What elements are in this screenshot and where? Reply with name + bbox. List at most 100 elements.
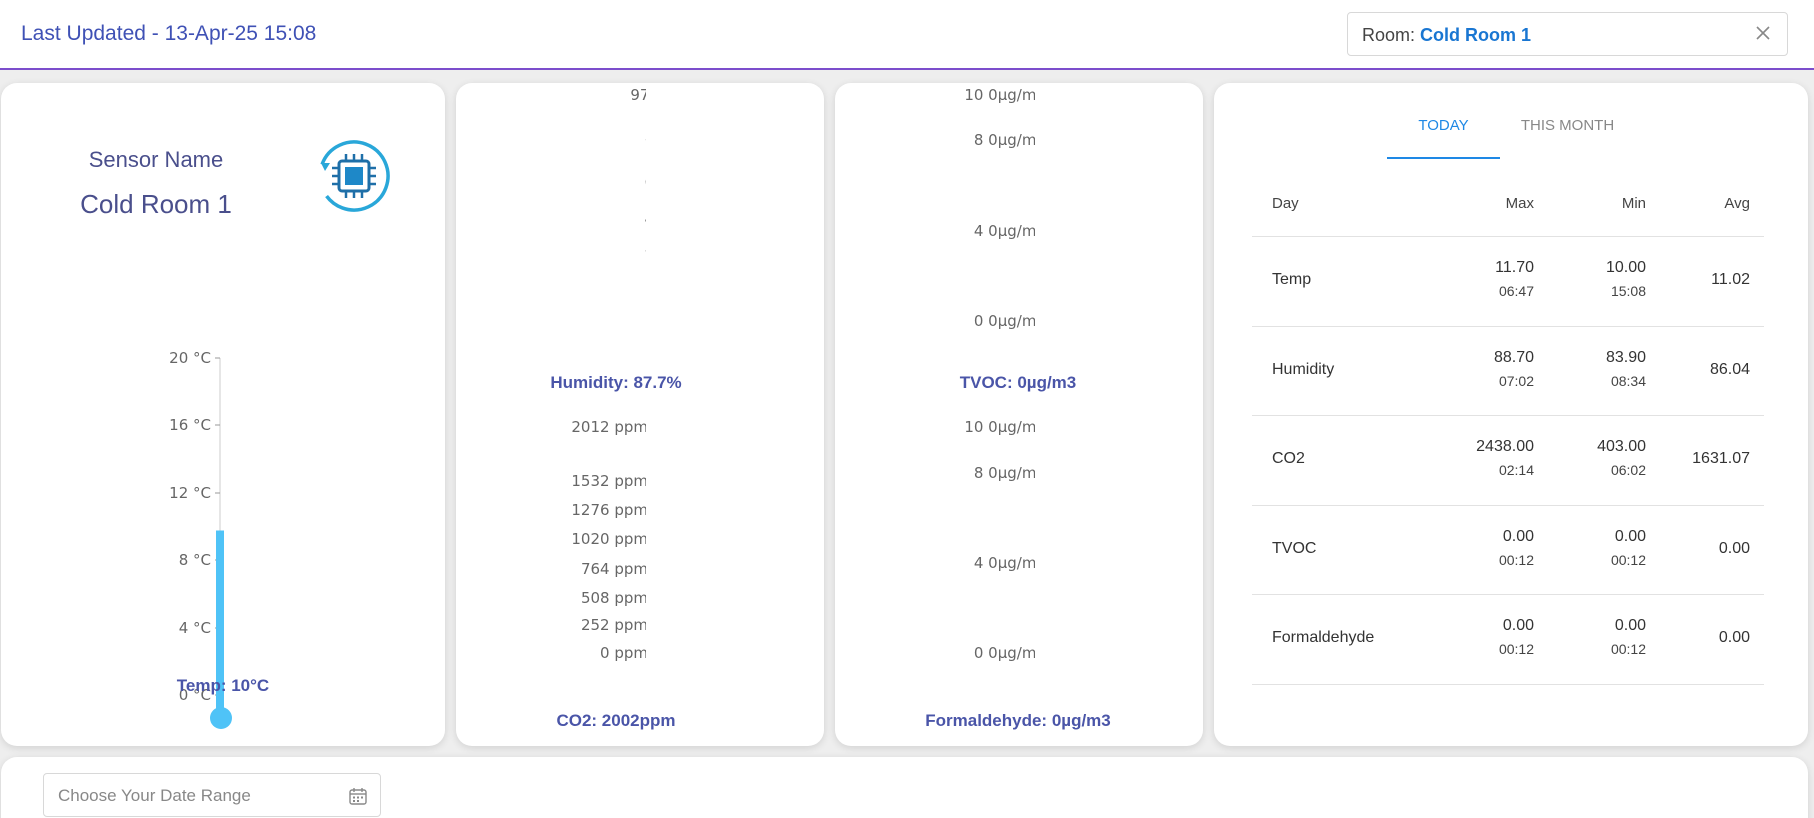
row-day: Humidity <box>1272 360 1335 378</box>
humidity-gauge: 97.7%76%60%44%32%16%0% <box>630 86 646 293</box>
tick-label: 1532 ppm <box>571 472 646 490</box>
header-day: Day <box>1272 195 1299 212</box>
tick-label: 76% <box>645 136 646 154</box>
row-day: TVOC <box>1272 539 1317 557</box>
humidity-co2-card: 97.7%76%60%44%32%16%0% Humidity: 87.7% 2… <box>456 83 824 746</box>
tick-label: 252 ppm <box>581 616 646 634</box>
row-avg: 86.04 <box>1709 360 1750 378</box>
tick-label: 4 °C <box>179 619 211 637</box>
sensor-card: Sensor Name Cold Room 1 20 °C 16 °C 12 °C 8… <box>1 83 445 746</box>
stats-card: TODAY THIS MONTH Day Max Min Avg Temp 11.… <box>1214 83 1808 746</box>
temp-gauge-fill <box>216 530 224 718</box>
tick-label: 0 °C <box>179 686 211 704</box>
row-max-time: 00:12 <box>1498 641 1534 657</box>
row-min: 403.00 <box>1597 438 1646 455</box>
tick-label: 8 °C <box>179 551 211 569</box>
tick-label: 16 °C <box>169 416 211 434</box>
row-max: 0.00 <box>1502 527 1534 545</box>
tick-label: 4 0µg/m3 <box>974 222 1035 240</box>
stats-table: Day Max Min Avg Temp 11.70 06:47 10.00 15:08… <box>1252 175 1764 685</box>
tick-label: 10 0µg/m3 <box>964 86 1035 104</box>
room-select[interactable]: Room: Cold Room 1 <box>1347 12 1788 56</box>
temp-gauge: 20 °C 16 °C 12 °C 8 °C 4 °C 0 °C <box>169 349 232 729</box>
room-label: Room <box>1362 25 1411 45</box>
header-max: Max <box>1505 195 1534 212</box>
row-max: 11.70 <box>1495 259 1534 276</box>
tick-label: 32% <box>645 238 646 256</box>
tick-label: 16% <box>645 275 646 293</box>
tab-this-month[interactable]: THIS MONTH <box>1520 117 1615 134</box>
row-min-time: 00:12 <box>1610 641 1646 657</box>
row-avg: 0.00 <box>1718 629 1750 646</box>
tick-label: 10 0µg/m3 <box>964 418 1035 436</box>
table-row: Formaldehyde 0.00 00:12 0.00 00:12 0.00 <box>1252 595 1764 685</box>
row-min-time: 15:08 <box>1610 283 1646 299</box>
row-min-time: 08:34 <box>1610 372 1646 389</box>
co2-caption: CO2: 2002ppm <box>556 711 676 730</box>
row-min: 83.90 <box>1605 348 1646 366</box>
close-icon[interactable] <box>1751 21 1775 45</box>
table-header: Day Max Min Avg <box>1252 175 1764 237</box>
header-avg: Avg <box>1724 195 1750 212</box>
row-day: Temp <box>1272 271 1312 288</box>
row-min: 0.00 <box>1614 527 1646 545</box>
tick-label: 44% <box>645 210 646 228</box>
calendar-icon[interactable] <box>348 786 368 806</box>
temp-caption: Temp: 10°C <box>176 676 270 695</box>
top-bar: Last Updated - 13-Apr-25 15:08 Room: Col… <box>0 0 1814 70</box>
humidity-caption: Humidity: 87.7% <box>550 373 682 392</box>
tick-label: 4 0µg/m3 <box>974 554 1035 572</box>
row-min: 0.00 <box>1614 617 1646 634</box>
row-max-time: 07:02 <box>1498 372 1534 389</box>
sensor-name-label: Sensor Name <box>88 147 224 172</box>
date-range-input[interactable] <box>58 784 338 808</box>
row-avg: 0.00 <box>1718 539 1750 557</box>
tick-label: 0 0µg/m3 <box>974 312 1035 330</box>
last-updated-text: Last Updated - 13-Apr-25 15:08 <box>21 22 317 45</box>
tick-label: 12 °C <box>169 484 211 502</box>
table-row: Humidity 88.70 07:02 83.90 08:34 86.04 <box>1252 327 1764 416</box>
tick-label: 764 ppm <box>581 560 646 578</box>
row-avg: 1631.07 <box>1692 450 1750 467</box>
tvoc-caption: TVOC: 0µg/m3 <box>959 373 1077 392</box>
table-row: Temp 11.70 06:47 10.00 15:08 11.02 <box>1252 237 1764 327</box>
row-min-time: 00:12 <box>1610 551 1646 568</box>
table-row: CO2 2438.00 02:14 403.00 06:02 1631.07 <box>1252 416 1764 506</box>
row-avg: 11.02 <box>1711 271 1750 288</box>
row-max: 2438.00 <box>1476 438 1534 455</box>
tick-label: 0 0µg/m3 <box>974 644 1035 662</box>
row-min-time: 06:02 <box>1610 462 1646 478</box>
tick-label: 1276 ppm <box>571 501 646 519</box>
row-max-time: 06:47 <box>1498 283 1534 299</box>
room-value: Cold Room 1 <box>1420 25 1532 45</box>
row-day: Formaldehyde <box>1272 629 1375 646</box>
date-range-picker[interactable] <box>43 773 381 817</box>
row-max: 88.70 <box>1493 348 1534 366</box>
chip-sync-icon <box>318 140 390 212</box>
header-min: Min <box>1621 195 1646 212</box>
row-max: 0.00 <box>1502 617 1534 634</box>
tick-label: 8 0µg/m3 <box>974 131 1035 149</box>
tick-label: 1020 ppm <box>571 530 646 548</box>
date-range-card <box>1 757 1808 818</box>
tvoc-formaldehyde-card: 10 0µg/m3 8 0µg/m3 4 0µg/m3 0 0µg/m3 TVOC: … <box>835 83 1203 746</box>
row-max-time: 00:12 <box>1498 551 1534 568</box>
table-row: TVOC 0.00 00:12 0.00 00:12 0.00 <box>1252 506 1764 595</box>
temp-gauge-bulb <box>210 707 232 729</box>
tvoc-gauge: 10 0µg/m3 8 0µg/m3 4 0µg/m3 0 0µg/m3 <box>964 86 1035 330</box>
tick-label: 8 0µg/m3 <box>974 464 1035 482</box>
co2-gauge: 2012 ppm 1532 ppm 1276 ppm 1020 ppm 764 ppm 5… <box>571 418 646 662</box>
tick-label: 20 °C <box>169 349 211 367</box>
formaldehyde-caption: Formaldehyde: 0µg/m3 <box>925 711 1111 730</box>
row-day: CO2 <box>1272 450 1305 467</box>
tick-label: 60% <box>645 173 646 191</box>
tick-label: 97.7% <box>630 86 646 104</box>
tick-label: 2012 ppm <box>571 418 646 436</box>
row-max-time: 02:14 <box>1498 462 1534 478</box>
tab-today[interactable]: TODAY <box>1387 109 1500 159</box>
formaldehyde-gauge: 10 0µg/m3 8 0µg/m3 4 0µg/m3 0 0µg/m3 <box>964 418 1035 662</box>
sensor-name-value: Cold Room 1 <box>80 189 232 219</box>
tick-label: 508 ppm <box>581 589 646 607</box>
tick-label: 0 ppm <box>600 644 646 662</box>
row-min: 10.00 <box>1605 259 1646 276</box>
